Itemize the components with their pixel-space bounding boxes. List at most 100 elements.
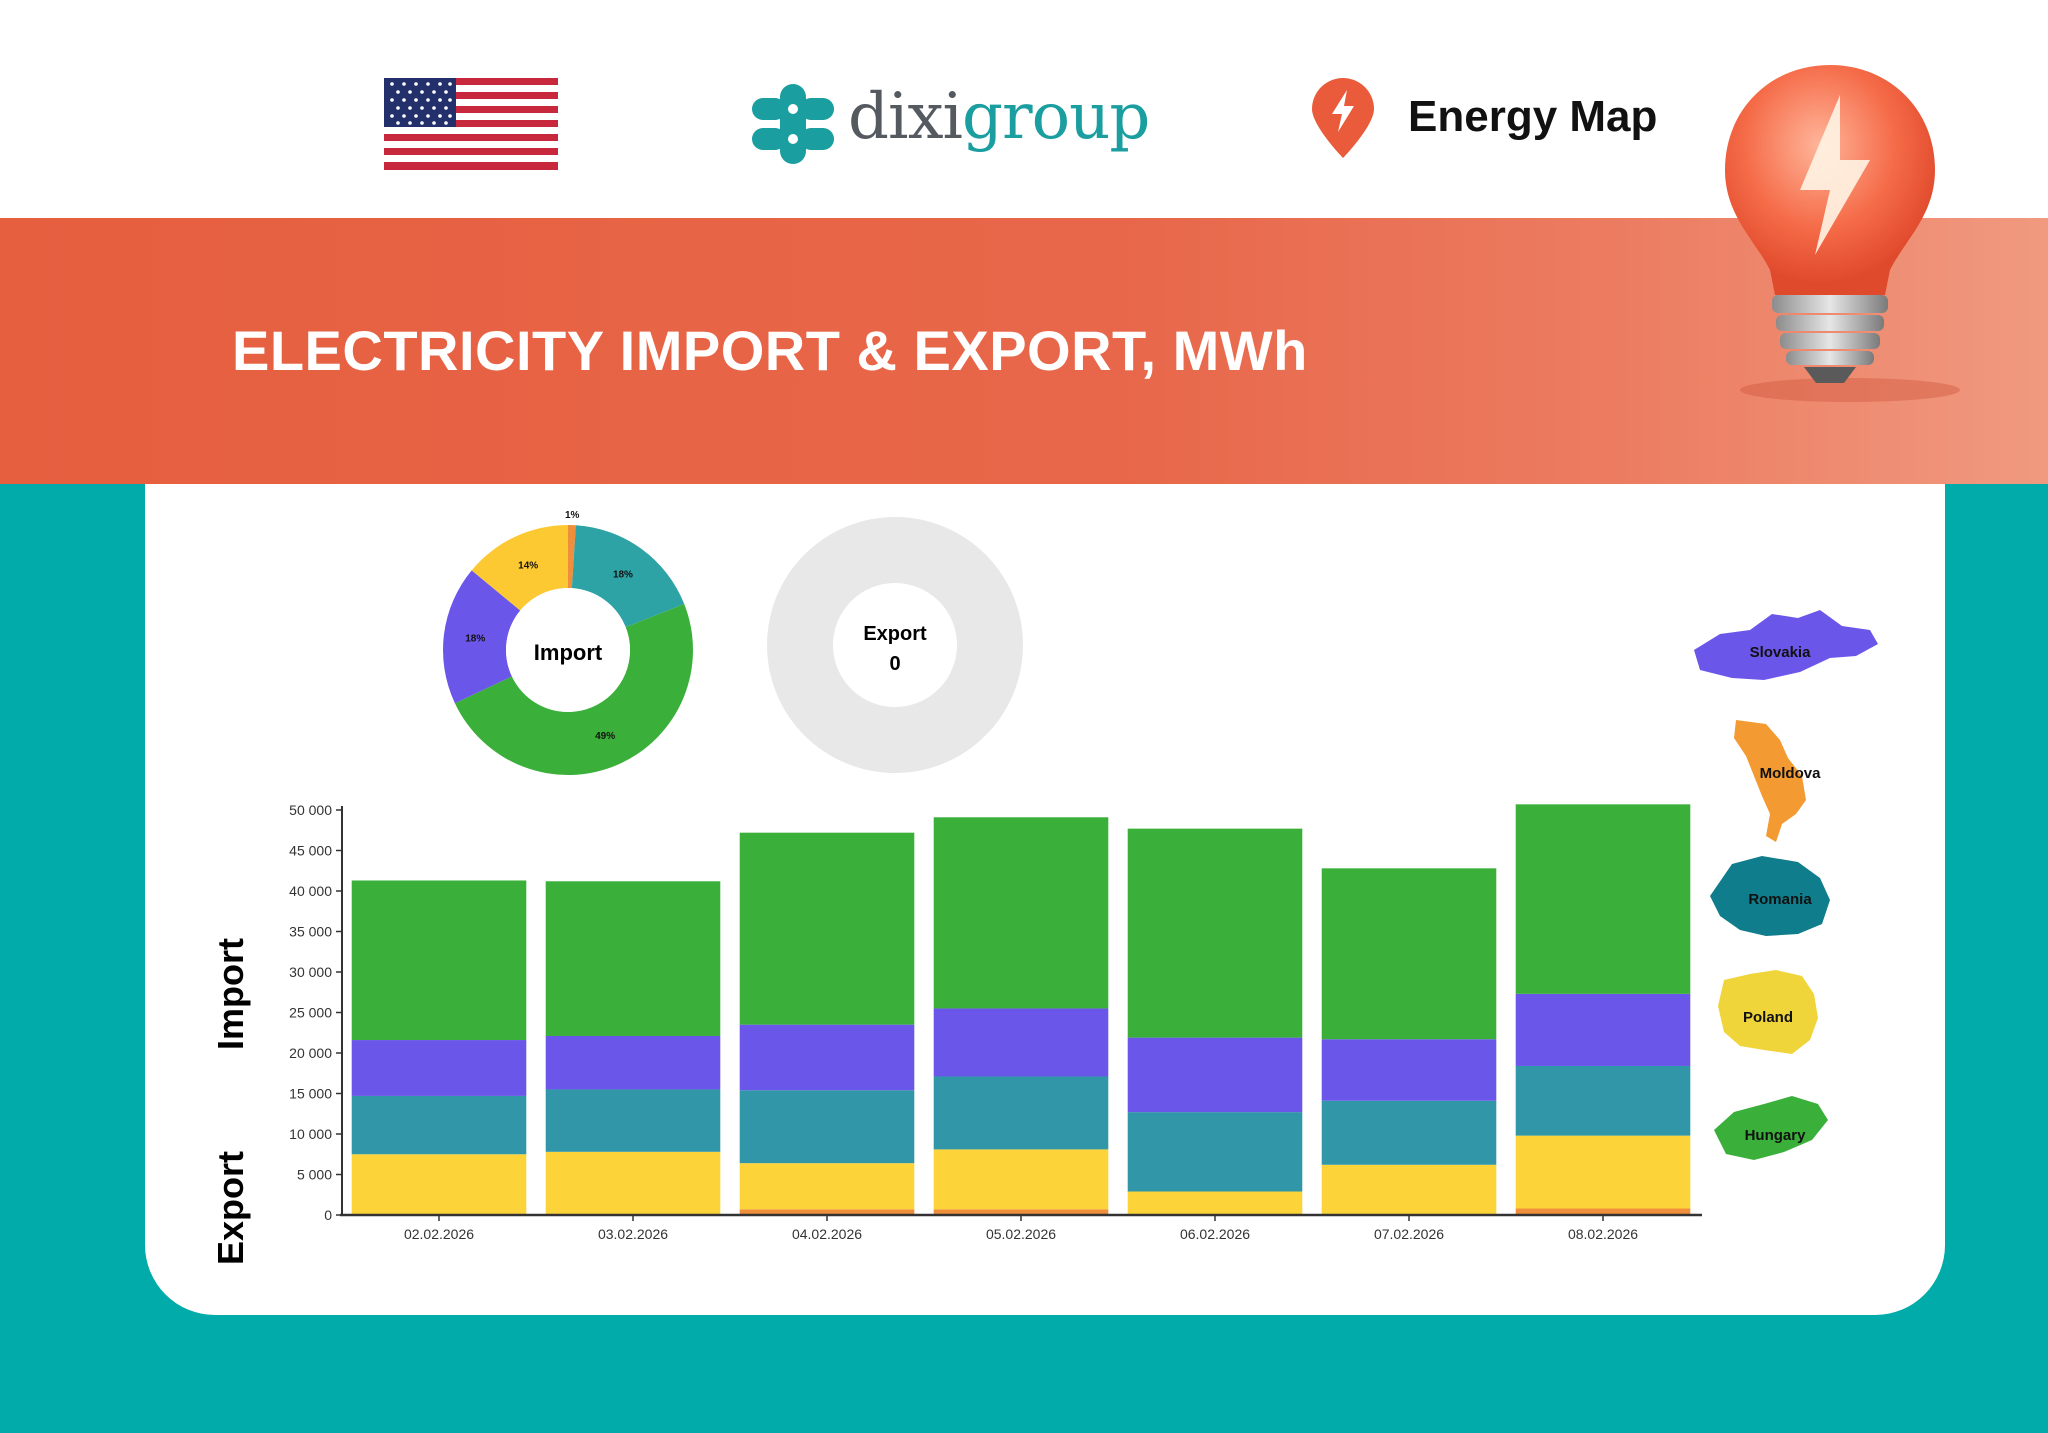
x-tick-label: 05.02.2026 xyxy=(986,1226,1056,1242)
map-pin-icon xyxy=(1312,78,1374,158)
title-banner: ELECTRICITY IMPORT & EXPORT, MWh xyxy=(0,218,2048,484)
import-slice-label: 14% xyxy=(518,560,538,571)
y-tick-label: 25 000 xyxy=(289,1005,332,1021)
import-slice[interactable] xyxy=(443,570,521,704)
export-donut-chart[interactable]: Export 0 xyxy=(760,510,1030,780)
legend-label-slovakia: Slovakia xyxy=(1750,644,1812,661)
legend-slovakia[interactable]: Slovakia xyxy=(1694,610,1878,680)
country-legend: Slovakia Moldova Romania Poland Hungary xyxy=(1694,610,1878,1160)
y-tick-label: 5 000 xyxy=(297,1167,332,1183)
y-tick-label: 0 xyxy=(324,1207,332,1223)
legend-label-romania: Romania xyxy=(1748,891,1812,908)
export-donut-ring xyxy=(767,517,1023,773)
import-donut-chart[interactable]: 1% 18% 49% 18% 14% Import xyxy=(440,510,700,780)
export-donut-value: 0 xyxy=(889,653,900,675)
bar-segment[interactable] xyxy=(1127,1112,1303,1192)
export-donut-label: Export xyxy=(863,623,927,645)
bar-segment[interactable] xyxy=(933,1076,1109,1150)
bar-segment[interactable] xyxy=(739,1090,915,1164)
flag-stars xyxy=(390,82,452,125)
import-slice-label: 1% xyxy=(565,510,580,521)
bar-segment[interactable] xyxy=(1321,1039,1497,1101)
bar-segment[interactable] xyxy=(1321,1100,1497,1165)
dixigroup-logo[interactable]: dixigroup xyxy=(750,78,1150,164)
hungary-shape-icon xyxy=(1714,1096,1828,1160)
moldova-shape-icon xyxy=(1734,720,1806,842)
legend-label-hungary: Hungary xyxy=(1745,1127,1807,1144)
bar-segment[interactable] xyxy=(933,1149,1109,1210)
us-flag-icon[interactable] xyxy=(384,78,558,170)
energy-map-label: Energy Map xyxy=(1408,92,1658,141)
brand-part-2: group xyxy=(962,80,1150,154)
import-slice-label: 18% xyxy=(613,569,633,580)
legend-romania[interactable]: Romania xyxy=(1710,856,1830,936)
bar-segment[interactable] xyxy=(1127,1191,1303,1215)
import-slice-label: 49% xyxy=(595,731,615,742)
import-slice[interactable] xyxy=(571,525,685,628)
x-tick-label: 02.02.2026 xyxy=(404,1226,474,1242)
x-tick-label: 06.02.2026 xyxy=(1180,1226,1250,1242)
y-tick-label: 40 000 xyxy=(289,883,332,899)
import-donut-label: Import xyxy=(534,640,603,665)
y-tick-label: 45 000 xyxy=(289,843,332,859)
legend-label-poland: Poland xyxy=(1743,1009,1793,1026)
bar-segment[interactable] xyxy=(739,1163,915,1210)
bar-segment[interactable] xyxy=(933,817,1109,1009)
page-title: ELECTRICITY IMPORT & EXPORT, MWh xyxy=(232,319,1308,382)
bar-segment[interactable] xyxy=(351,880,527,1041)
dixigroup-wordmark: dixigroup xyxy=(848,80,1150,154)
brand-part-1: dixi xyxy=(848,80,963,154)
bar-segment[interactable] xyxy=(545,1089,721,1152)
bar-segment[interactable] xyxy=(739,832,915,1025)
import-slice[interactable] xyxy=(454,603,694,776)
bar-segment[interactable] xyxy=(1515,804,1691,994)
slovakia-shape-icon xyxy=(1694,610,1878,680)
import-slice-label: 18% xyxy=(465,633,485,644)
import-slice[interactable] xyxy=(568,525,576,589)
x-tick-label: 07.02.2026 xyxy=(1374,1226,1444,1242)
bar-segment[interactable] xyxy=(545,881,721,1036)
legend-hungary[interactable]: Hungary xyxy=(1714,1096,1828,1160)
x-tick-label: 03.02.2026 xyxy=(598,1226,668,1242)
y-tick-label: 15 000 xyxy=(289,1086,332,1102)
legend-label-moldova: Moldova xyxy=(1760,765,1821,782)
y-tick-label: 30 000 xyxy=(289,964,332,980)
bar-segment[interactable] xyxy=(351,1040,527,1096)
bar-segment[interactable] xyxy=(545,1035,721,1090)
y-axis: 0 5 000 10 000 15 000 20 000 25 000 30 000 35 0… xyxy=(289,802,343,1223)
x-tick-label: 04.02.2026 xyxy=(792,1226,862,1242)
bar-segment[interactable] xyxy=(739,1209,915,1215)
y-tick-label: 20 000 xyxy=(289,1045,332,1061)
bar-segment[interactable] xyxy=(351,1154,527,1215)
bar-segment[interactable] xyxy=(1127,1037,1303,1113)
import-slice[interactable] xyxy=(471,525,568,611)
x-tick-label: 08.02.2026 xyxy=(1568,1226,1638,1242)
bars xyxy=(351,804,1691,1215)
bar-segment[interactable] xyxy=(1515,1135,1691,1209)
dixigroup-mark-icon xyxy=(752,84,834,164)
bar-segment[interactable] xyxy=(739,1024,915,1091)
stacked-bar-chart: 0 5 000 10 000 15 000 20 000 25 000 30 000 35 0… xyxy=(289,802,1702,1242)
bar-segment[interactable] xyxy=(1515,1065,1691,1136)
bar-segment[interactable] xyxy=(351,1095,527,1155)
energy-map-logo[interactable]: Energy Map xyxy=(1310,78,1690,164)
bar-segment[interactable] xyxy=(1321,868,1497,1040)
bar-segment[interactable] xyxy=(933,1209,1109,1215)
bar-segment[interactable] xyxy=(933,1008,1109,1077)
bar-segment[interactable] xyxy=(1515,993,1691,1066)
flag-stripes xyxy=(384,78,558,170)
y-tick-label: 10 000 xyxy=(289,1126,332,1142)
x-axis: 02.02.2026 03.02.2026 04.02.2026 05.02.2026… xyxy=(340,1213,1702,1242)
romania-shape-icon xyxy=(1710,856,1830,936)
light-bulb-icon xyxy=(1725,65,1960,402)
y-tick-label: 50 000 xyxy=(289,802,332,818)
import-donut-hole xyxy=(506,588,630,712)
bar-segment[interactable] xyxy=(545,1151,721,1215)
legend-moldova[interactable]: Moldova xyxy=(1734,720,1821,842)
y-tick-label: 35 000 xyxy=(289,924,332,940)
bar-segment[interactable] xyxy=(1127,828,1303,1038)
poland-shape-icon xyxy=(1718,970,1818,1054)
bar-segment[interactable] xyxy=(1321,1164,1497,1215)
bar-segment[interactable] xyxy=(1515,1208,1691,1215)
legend-poland[interactable]: Poland xyxy=(1718,970,1818,1054)
